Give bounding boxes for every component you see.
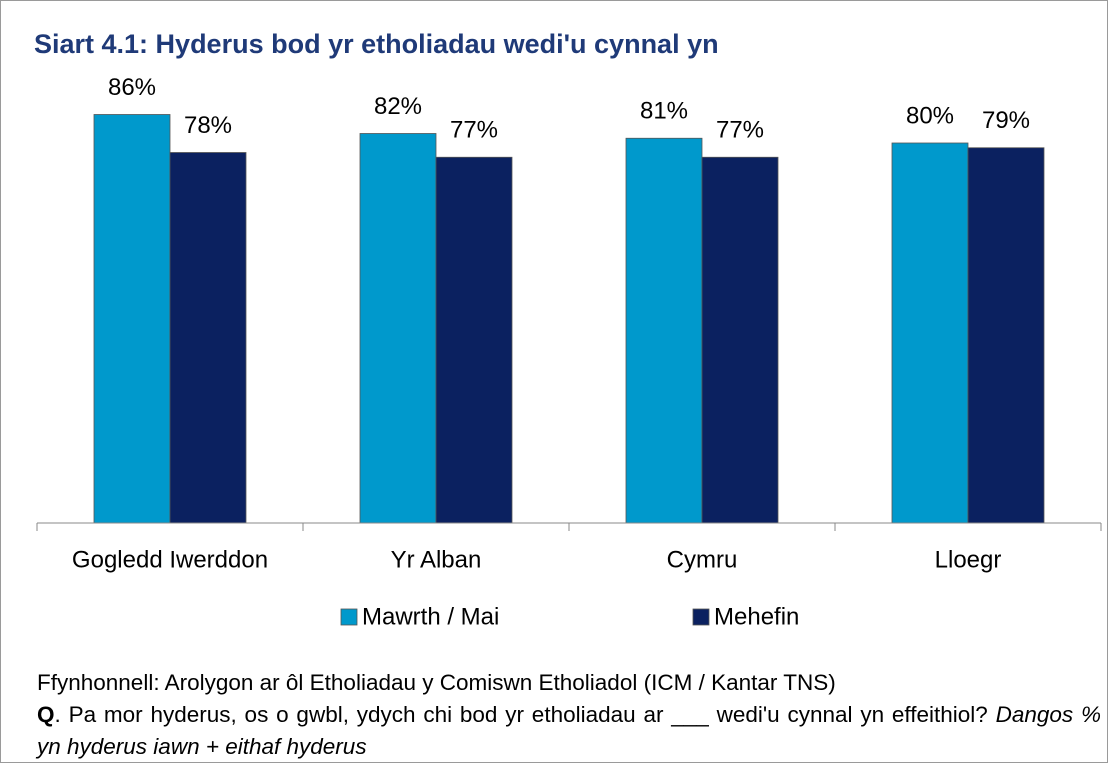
question-note: Dangos % yn hyderus iawn + eithaf hyderu…: [37, 702, 1101, 759]
chart-title: Siart 4.1: Hyderus bod yr etholiadau wed…: [34, 29, 719, 59]
question-label: Q: [37, 702, 55, 727]
x-tick-label: Lloegr: [935, 546, 1002, 573]
value-label: 79%: [982, 107, 1030, 134]
footnote: Ffynhonnell: Arolygon ar ôl Etholiadau y…: [37, 667, 1101, 762]
value-label: 77%: [450, 117, 498, 144]
bar: [701, 156, 779, 524]
legend-label: Mehefin: [714, 603, 799, 630]
x-tick-label: Gogledd Iwerddon: [72, 546, 268, 573]
question: Q. Pa mor hyderus, os o gwbl, ydych chi …: [37, 699, 1101, 762]
value-label: 77%: [716, 117, 764, 144]
bar: [967, 147, 1045, 524]
legend-swatch: [340, 608, 358, 626]
value-label: 78%: [184, 112, 232, 139]
question-text: . Pa mor hyderus, os o gwbl, ydych chi b…: [54, 702, 988, 727]
value-label: 80%: [906, 102, 954, 129]
bar: [169, 152, 247, 524]
value-label: 86%: [108, 74, 156, 101]
legend-label: Mawrth / Mai: [362, 603, 499, 630]
bar: [93, 114, 171, 524]
value-label: 81%: [640, 98, 688, 125]
x-tick-label: Cymru: [667, 546, 738, 573]
chart: Siart 4.1: Hyderus bod yr etholiadau wed…: [34, 29, 1102, 630]
bar: [435, 156, 513, 524]
x-tick-label: Yr Alban: [391, 546, 482, 573]
source: Ffynhonnell: Arolygon ar ôl Etholiadau y…: [37, 670, 836, 695]
bar: [891, 142, 969, 524]
legend-swatch: [692, 608, 710, 626]
bar: [359, 133, 437, 524]
value-label: 82%: [374, 93, 422, 120]
bar: [625, 137, 703, 524]
